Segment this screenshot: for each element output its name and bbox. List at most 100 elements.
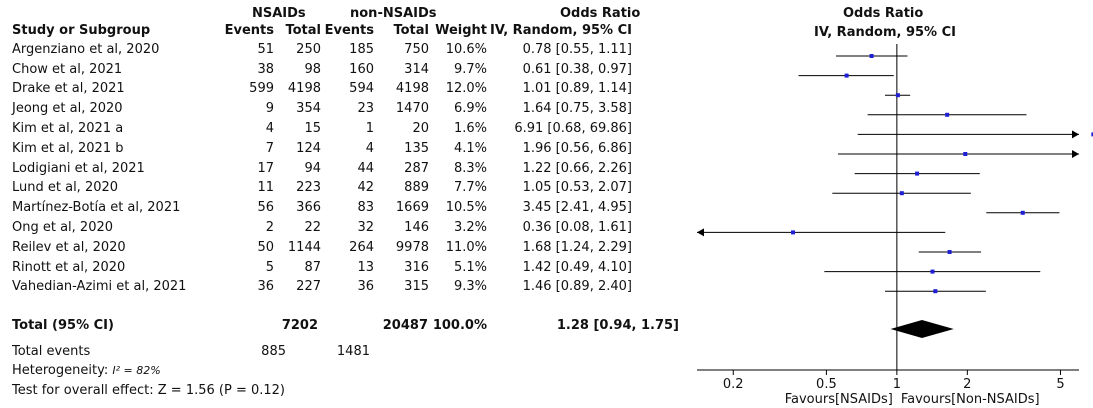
ci-cell: 1.64 [0.75, 3.58] <box>522 101 632 117</box>
table-header-row: Study or Subgroup Events Total Events To… <box>12 22 632 40</box>
table-row: Lund et al, 2020 11 223 42 889 7.7% 1.05 [0.53… <box>12 179 632 199</box>
total2-cell: 4198 <box>395 81 429 97</box>
events1-cell: 17 <box>257 160 274 176</box>
study-name: Lund et al, 2020 <box>12 180 119 196</box>
weight-cell: 1.6% <box>453 121 487 137</box>
total-t1: 7202 <box>281 318 318 333</box>
study-square <box>930 269 935 274</box>
events2-cell: 4 <box>365 140 374 156</box>
total2-cell: 1669 <box>395 200 429 216</box>
total1-cell: 87 <box>304 259 321 275</box>
weight-cell: 3.2% <box>453 220 487 236</box>
events1-cell: 36 <box>257 279 274 295</box>
study-square <box>1020 210 1025 215</box>
events2-cell: 23 <box>357 101 374 117</box>
total1-cell: 124 <box>296 140 321 156</box>
total2-cell: 1470 <box>395 101 429 117</box>
total2-cell: 314 <box>404 61 429 77</box>
study-name: Argenziano et al, 2020 <box>12 41 160 57</box>
col-header-weight: Weight <box>435 23 487 38</box>
table-row: Ong et al, 2020 2 22 32 146 3.2% 0.36 [0.08, 1… <box>12 218 632 238</box>
events1-cell: 2 <box>265 220 274 236</box>
total-events-e2: 1481 <box>336 344 370 359</box>
table-row: Kim et al, 2021 b 7 124 4 135 4.1% 1.96 [0.56,… <box>12 139 632 159</box>
total2-cell: 316 <box>404 259 429 275</box>
weight-cell: 5.1% <box>453 259 487 275</box>
study-square <box>791 230 796 235</box>
favours-left-label: Favours[NSAIDs] <box>785 392 893 407</box>
study-square <box>869 54 874 58</box>
weight-cell: 9.3% <box>453 279 487 295</box>
col-header-events1: Events <box>224 23 274 38</box>
table-row: Vahedian-Azimi et al, 2021 36 227 36 315 9.3%… <box>12 278 632 298</box>
ci-cell: 0.78 [0.55, 1.11] <box>522 41 632 57</box>
col-header-total1: Total <box>285 23 321 38</box>
events2-cell: 42 <box>357 180 374 196</box>
total1-cell: 4198 <box>287 81 321 97</box>
study-name: Vahedian-Azimi et al, 2021 <box>12 279 187 295</box>
heterogeneity-label: Heterogeneity: <box>12 363 113 378</box>
table-row: Kim et al, 2021 a 4 15 1 20 1.6% 6.91 [0.68, 6… <box>12 119 632 139</box>
events2-cell: 264 <box>349 239 374 255</box>
weight-cell: 10.5% <box>445 200 487 216</box>
total2-cell: 750 <box>404 41 429 57</box>
total2-cell: 20 <box>412 121 429 137</box>
total1-cell: 354 <box>296 101 321 117</box>
x-tick-label: 1 <box>893 377 901 392</box>
study-square <box>947 250 952 254</box>
table-row: Rinott et al, 2020 5 87 13 316 5.1% 1.42 [0.49… <box>12 258 632 278</box>
ci-arrow-right <box>1072 150 1079 158</box>
weight-cell: 9.7% <box>453 61 487 77</box>
ci-cell: 6.91 [0.68, 69.86] <box>514 121 632 137</box>
ci-cell: 1.42 [0.49, 4.10] <box>522 259 632 275</box>
study-name: Kim et al, 2021 a <box>12 121 124 137</box>
col-header-total2: Total <box>393 23 429 38</box>
events2-cell: 1 <box>365 121 374 137</box>
total-label: Total (95% CI) <box>12 318 114 333</box>
weight-cell: 6.9% <box>453 101 487 117</box>
ci-cell: 0.61 [0.38, 0.97] <box>522 61 632 77</box>
x-tick-label: 2 <box>963 377 971 392</box>
col-header-events2: Events <box>324 23 374 38</box>
total2-cell: 889 <box>404 180 429 196</box>
total1-cell: 1144 <box>287 239 321 255</box>
header-odds-ratio-plot: Odds Ratio <box>843 6 924 21</box>
heterogeneity-isq: I² = 82% <box>112 364 161 377</box>
favours-right-label: Favours[Non-NSAIDs] <box>901 392 1040 407</box>
total1-cell: 98 <box>304 61 321 77</box>
ci-cell: 1.96 [0.56, 6.86] <box>522 140 632 156</box>
ci-cell: 1.68 [1.24, 2.29] <box>522 239 632 255</box>
table-row: Jeong et al, 2020 9 354 23 1470 6.9% 1.64 [0.7… <box>12 99 632 119</box>
events1-cell: 11 <box>257 180 274 196</box>
total2-cell: 315 <box>404 279 429 295</box>
total1-cell: 22 <box>304 220 321 236</box>
header-odds-ratio-col: Odds Ratio <box>560 6 641 21</box>
total2-cell: 9978 <box>395 239 429 255</box>
study-square <box>899 191 904 196</box>
study-square <box>933 289 938 294</box>
study-name: Drake et al, 2021 <box>12 81 125 97</box>
weight-cell: 12.0% <box>445 81 487 97</box>
meta-analysis-table: Study or Subgroup Events Total Events To… <box>12 22 632 297</box>
table-row: Martínez-Botía et al, 2021 56 366 83 1669 10.… <box>12 198 632 218</box>
study-square <box>915 171 920 176</box>
ci-cell: 1.01 [0.89, 1.14] <box>522 81 632 97</box>
col-header-method: IV, Random, 95% CI <box>490 23 632 38</box>
total2-cell: 146 <box>404 220 429 236</box>
ci-cell: 1.46 [0.89, 2.40] <box>522 279 632 295</box>
table-row: Chow et al, 2021 38 98 160 314 9.7% 0.61 [0.38… <box>12 60 632 80</box>
total-t2: 20487 <box>382 318 428 333</box>
ci-cell: 0.36 [0.08, 1.61] <box>522 220 632 236</box>
events2-cell: 594 <box>349 81 374 97</box>
header-group2: non-NSAIDs <box>350 6 437 21</box>
study-square <box>844 73 849 78</box>
events2-cell: 36 <box>357 279 374 295</box>
study-name: Lodigiani et al, 2021 <box>12 160 145 176</box>
weight-cell: 10.6% <box>445 41 487 57</box>
total1-cell: 223 <box>296 180 321 196</box>
overall-effect: Test for overall effect: Z = 1.56 (P = 0… <box>12 383 285 398</box>
study-square <box>963 152 968 156</box>
events2-cell: 83 <box>357 200 374 216</box>
heterogeneity: Heterogeneity: I² = 82% <box>12 363 161 379</box>
